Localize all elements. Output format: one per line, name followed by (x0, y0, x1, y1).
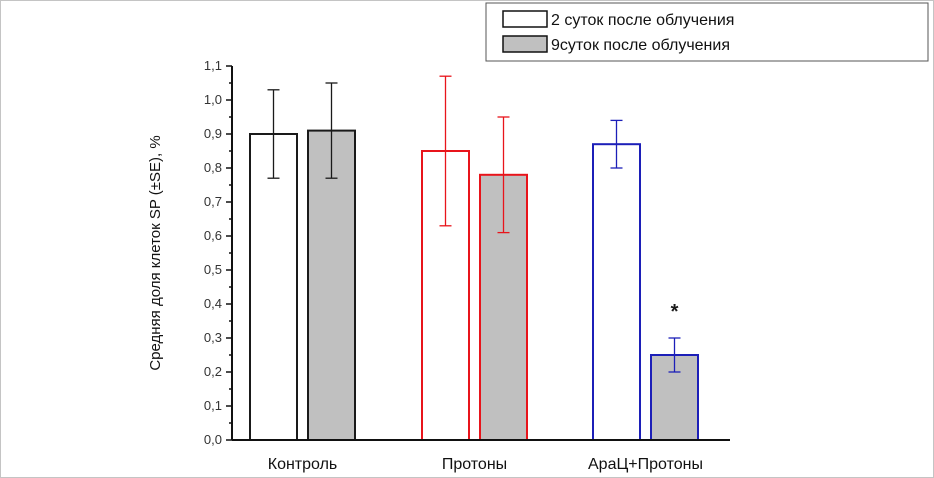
y-tick-label: 0,4 (204, 296, 222, 311)
legend-box (485, 2, 929, 62)
x-category-label: АраЦ+Протоны (588, 456, 703, 473)
y-tick-label: 0,1 (204, 398, 222, 413)
y-tick-label: 0,2 (204, 364, 222, 379)
y-tick-label: 1,1 (204, 58, 222, 73)
bar (249, 133, 298, 441)
legend-swatch-2-days (502, 10, 548, 28)
y-tick-label: 0,5 (204, 262, 222, 277)
legend: 2 суток после облучения 9суток после обл… (485, 2, 929, 62)
y-tick-label: 0,0 (204, 432, 222, 447)
y-tick-label: 0,8 (204, 160, 222, 175)
legend-label-9-days: 9суток после облучения (551, 37, 730, 54)
x-category-label: Протоны (442, 456, 507, 473)
legend-label-2-days: 2 суток после облучения (551, 12, 734, 29)
bar (307, 129, 356, 441)
x-category-label: Контроль (268, 456, 338, 473)
y-tick-label: 1,0 (204, 92, 222, 107)
y-tick-label: 0,7 (204, 194, 222, 209)
y-tick-label: 0,3 (204, 330, 222, 345)
bar (592, 143, 641, 441)
bars-group: * (249, 75, 699, 442)
x-axis: Контроль Протоны АраЦ+Протоны (232, 439, 730, 473)
y-tick-label: 0,9 (204, 126, 222, 141)
y-axis-label: Средняя доля клеток SP (±SE), % (147, 135, 164, 370)
y-axis: 0,0 0,1 0,2 0,3 0,4 0,5 0,6 0,7 0,8 0,9 1,0 1,1 (204, 58, 233, 447)
legend-swatch-9-days (502, 35, 548, 53)
y-tick-label: 0,6 (204, 228, 222, 243)
significance-annotation: * (671, 301, 679, 323)
